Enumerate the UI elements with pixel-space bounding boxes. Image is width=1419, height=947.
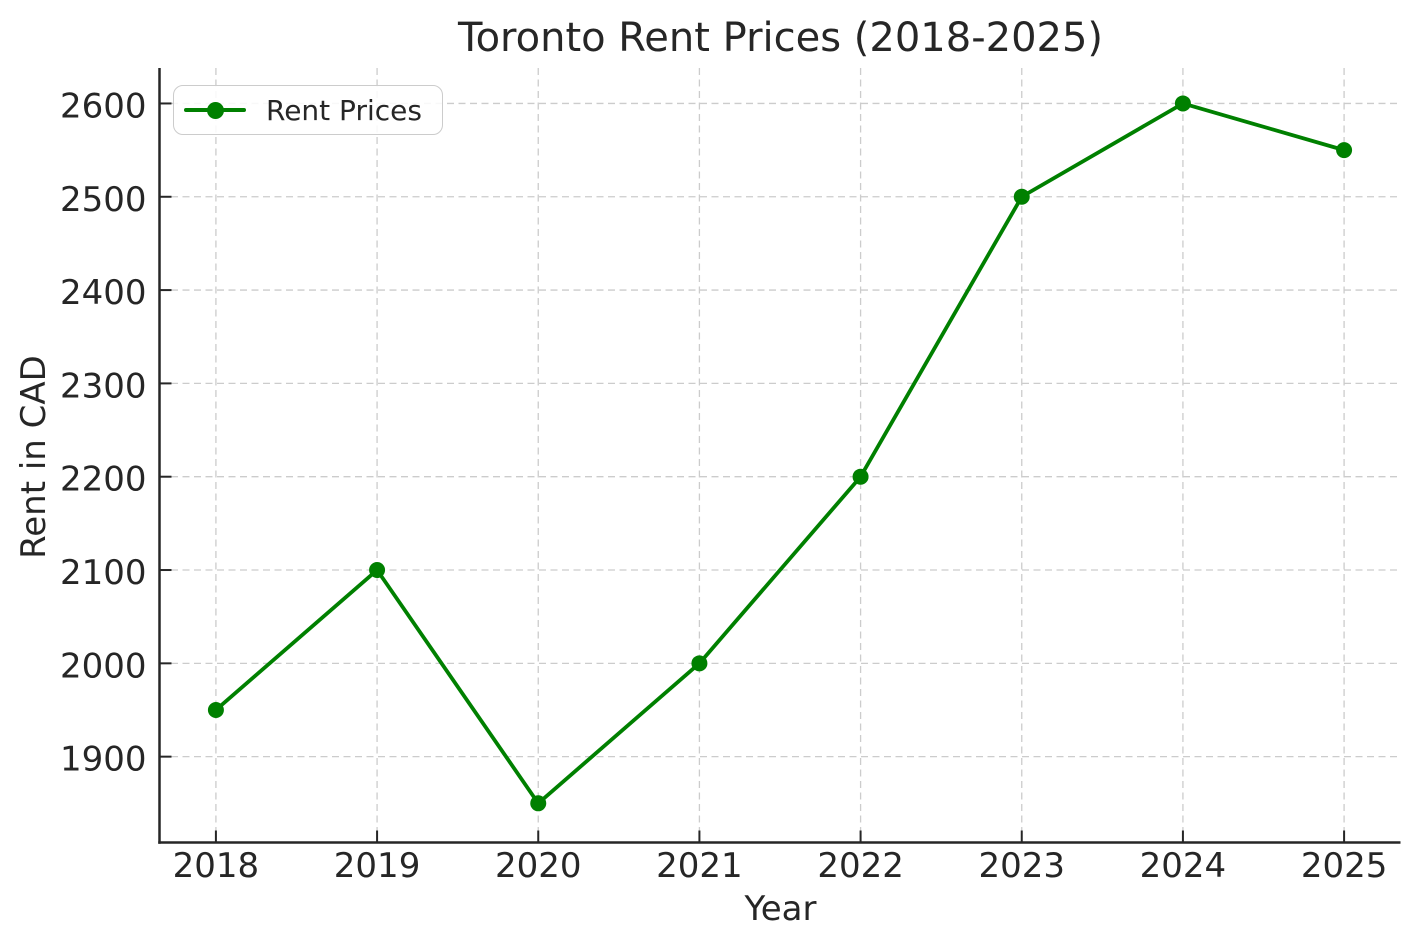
- data-point: [1013, 188, 1030, 205]
- data-point: [852, 468, 869, 485]
- x-tick-label: 2020: [495, 846, 582, 886]
- x-tick-label: 2018: [173, 846, 260, 886]
- data-point: [691, 655, 708, 672]
- data-point: [530, 795, 547, 812]
- y-tick-label: 2600: [60, 86, 147, 126]
- data-point: [1336, 142, 1353, 159]
- legend-line-sample: [184, 101, 246, 119]
- x-tick-label: 2022: [817, 846, 904, 886]
- x-tick-label: 2025: [1301, 846, 1388, 886]
- data-point: [207, 701, 224, 718]
- legend: Rent Prices: [173, 85, 443, 135]
- y-tick-label: 2200: [60, 460, 147, 500]
- x-tick-label: 2023: [978, 846, 1065, 886]
- y-tick-label: 2000: [60, 646, 147, 686]
- data-point: [1174, 95, 1191, 112]
- x-axis-label: Year: [744, 889, 817, 929]
- y-tick-label: 1900: [60, 740, 147, 780]
- y-tick-label: 2100: [60, 553, 147, 593]
- y-tick-label: 2500: [60, 180, 147, 220]
- data-point: [369, 562, 386, 579]
- chart-title: Toronto Rent Prices (2018-2025): [457, 15, 1104, 61]
- y-tick-label: 2300: [60, 366, 147, 406]
- series-line: [214, 101, 1346, 806]
- y-tick-label: 2400: [60, 273, 147, 313]
- x-tick-label: 2024: [1140, 846, 1227, 886]
- y-axis-label: Rent in CAD: [14, 355, 54, 559]
- legend-marker-icon: [206, 101, 224, 119]
- x-tick-label: 2021: [656, 846, 743, 886]
- legend-label: Rent Prices: [266, 93, 422, 127]
- x-tick-label: 2019: [334, 846, 421, 886]
